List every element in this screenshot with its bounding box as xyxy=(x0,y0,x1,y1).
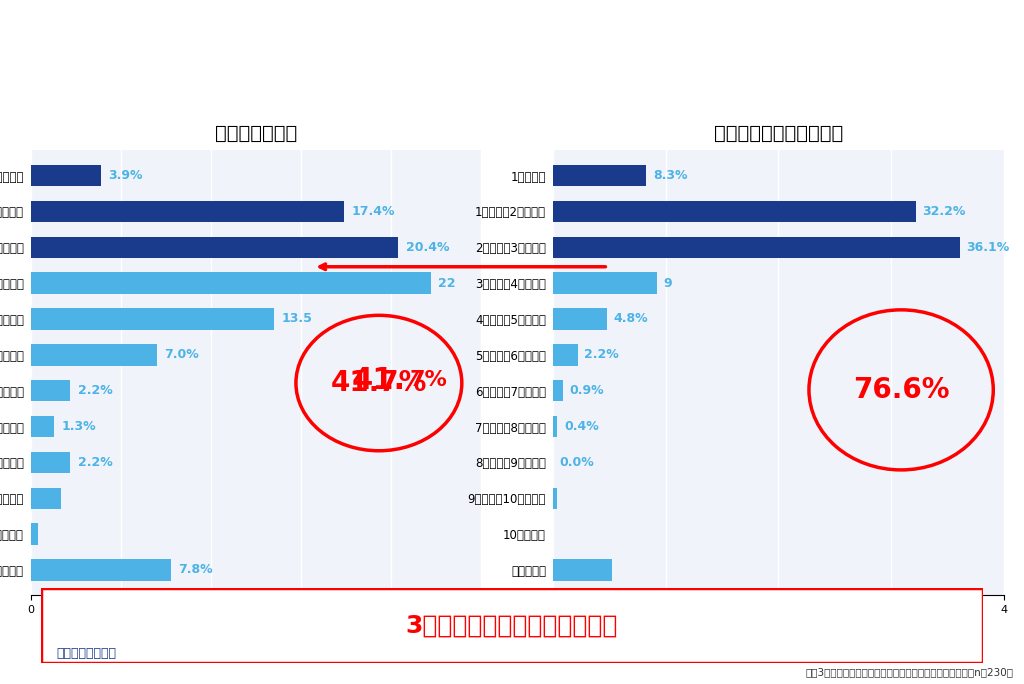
Bar xyxy=(553,344,578,366)
Bar xyxy=(553,308,607,330)
Bar xyxy=(553,237,959,258)
Bar xyxy=(31,560,171,581)
Bar xyxy=(31,200,344,222)
Bar xyxy=(31,165,101,186)
Text: 2.2%: 2.2% xyxy=(585,348,620,361)
Bar xyxy=(553,165,646,186)
FancyBboxPatch shape xyxy=(41,588,983,663)
Bar xyxy=(31,344,157,366)
Text: 41.7%: 41.7% xyxy=(331,369,427,397)
Bar xyxy=(31,488,61,509)
Bar xyxy=(553,488,557,509)
Bar xyxy=(553,416,557,437)
Text: 7.8%: 7.8% xyxy=(178,564,213,577)
Text: 7%: 7% xyxy=(410,370,447,390)
Text: 13.5: 13.5 xyxy=(282,313,312,326)
Text: 76.6%: 76.6% xyxy=(853,376,949,404)
Text: 3.9%: 3.9% xyxy=(109,169,142,182)
Bar xyxy=(31,380,71,402)
Text: 7.0%: 7.0% xyxy=(164,348,199,361)
Bar xyxy=(553,272,656,294)
Text: 32.2%: 32.2% xyxy=(923,205,966,218)
Bar xyxy=(31,523,38,545)
Text: 1.3%: 1.3% xyxy=(61,420,96,433)
Text: 41.: 41. xyxy=(352,365,406,395)
Text: じゅけラボ予備校: じゅけラボ予備校 xyxy=(56,646,117,660)
Text: 2.2%: 2.2% xyxy=(78,456,113,469)
Text: 17.4%: 17.4% xyxy=(351,205,395,218)
Bar xyxy=(31,237,398,258)
Text: 4.8%: 4.8% xyxy=(613,313,648,326)
Text: 20.4%: 20.4% xyxy=(406,241,450,254)
Text: 保護者が適正だと感じる塾の月額と
実際の月額費用の差: 保護者が適正だと感じる塾の月額と 実際の月額費用の差 xyxy=(366,26,658,97)
Text: 8.3%: 8.3% xyxy=(653,169,688,182)
Text: 2.2%: 2.2% xyxy=(78,384,113,397)
Bar xyxy=(553,200,915,222)
Bar xyxy=(31,416,54,437)
Bar xyxy=(31,308,274,330)
Text: 9: 9 xyxy=(664,276,672,289)
Text: 中学3年生の子どもが塾または予備校に通っていた保護者（n＝230）: 中学3年生の子どもが塾または予備校に通っていた保護者（n＝230） xyxy=(806,667,1014,677)
Bar xyxy=(553,380,563,402)
Bar xyxy=(553,560,611,581)
Title: 適正だと感じる月額費用: 適正だと感じる月額費用 xyxy=(714,124,843,144)
Text: 0.4%: 0.4% xyxy=(564,420,599,433)
Bar xyxy=(31,272,431,294)
Text: 22: 22 xyxy=(438,276,456,289)
Text: 0.9%: 0.9% xyxy=(569,384,604,397)
Text: 36.1%: 36.1% xyxy=(967,241,1010,254)
Title: 実際の月額費用: 実際の月額費用 xyxy=(215,124,297,144)
Text: 3万円未満の範囲にギャップが: 3万円未満の範囲にギャップが xyxy=(406,614,618,638)
Bar xyxy=(31,451,71,473)
Text: 0.0%: 0.0% xyxy=(560,456,595,469)
